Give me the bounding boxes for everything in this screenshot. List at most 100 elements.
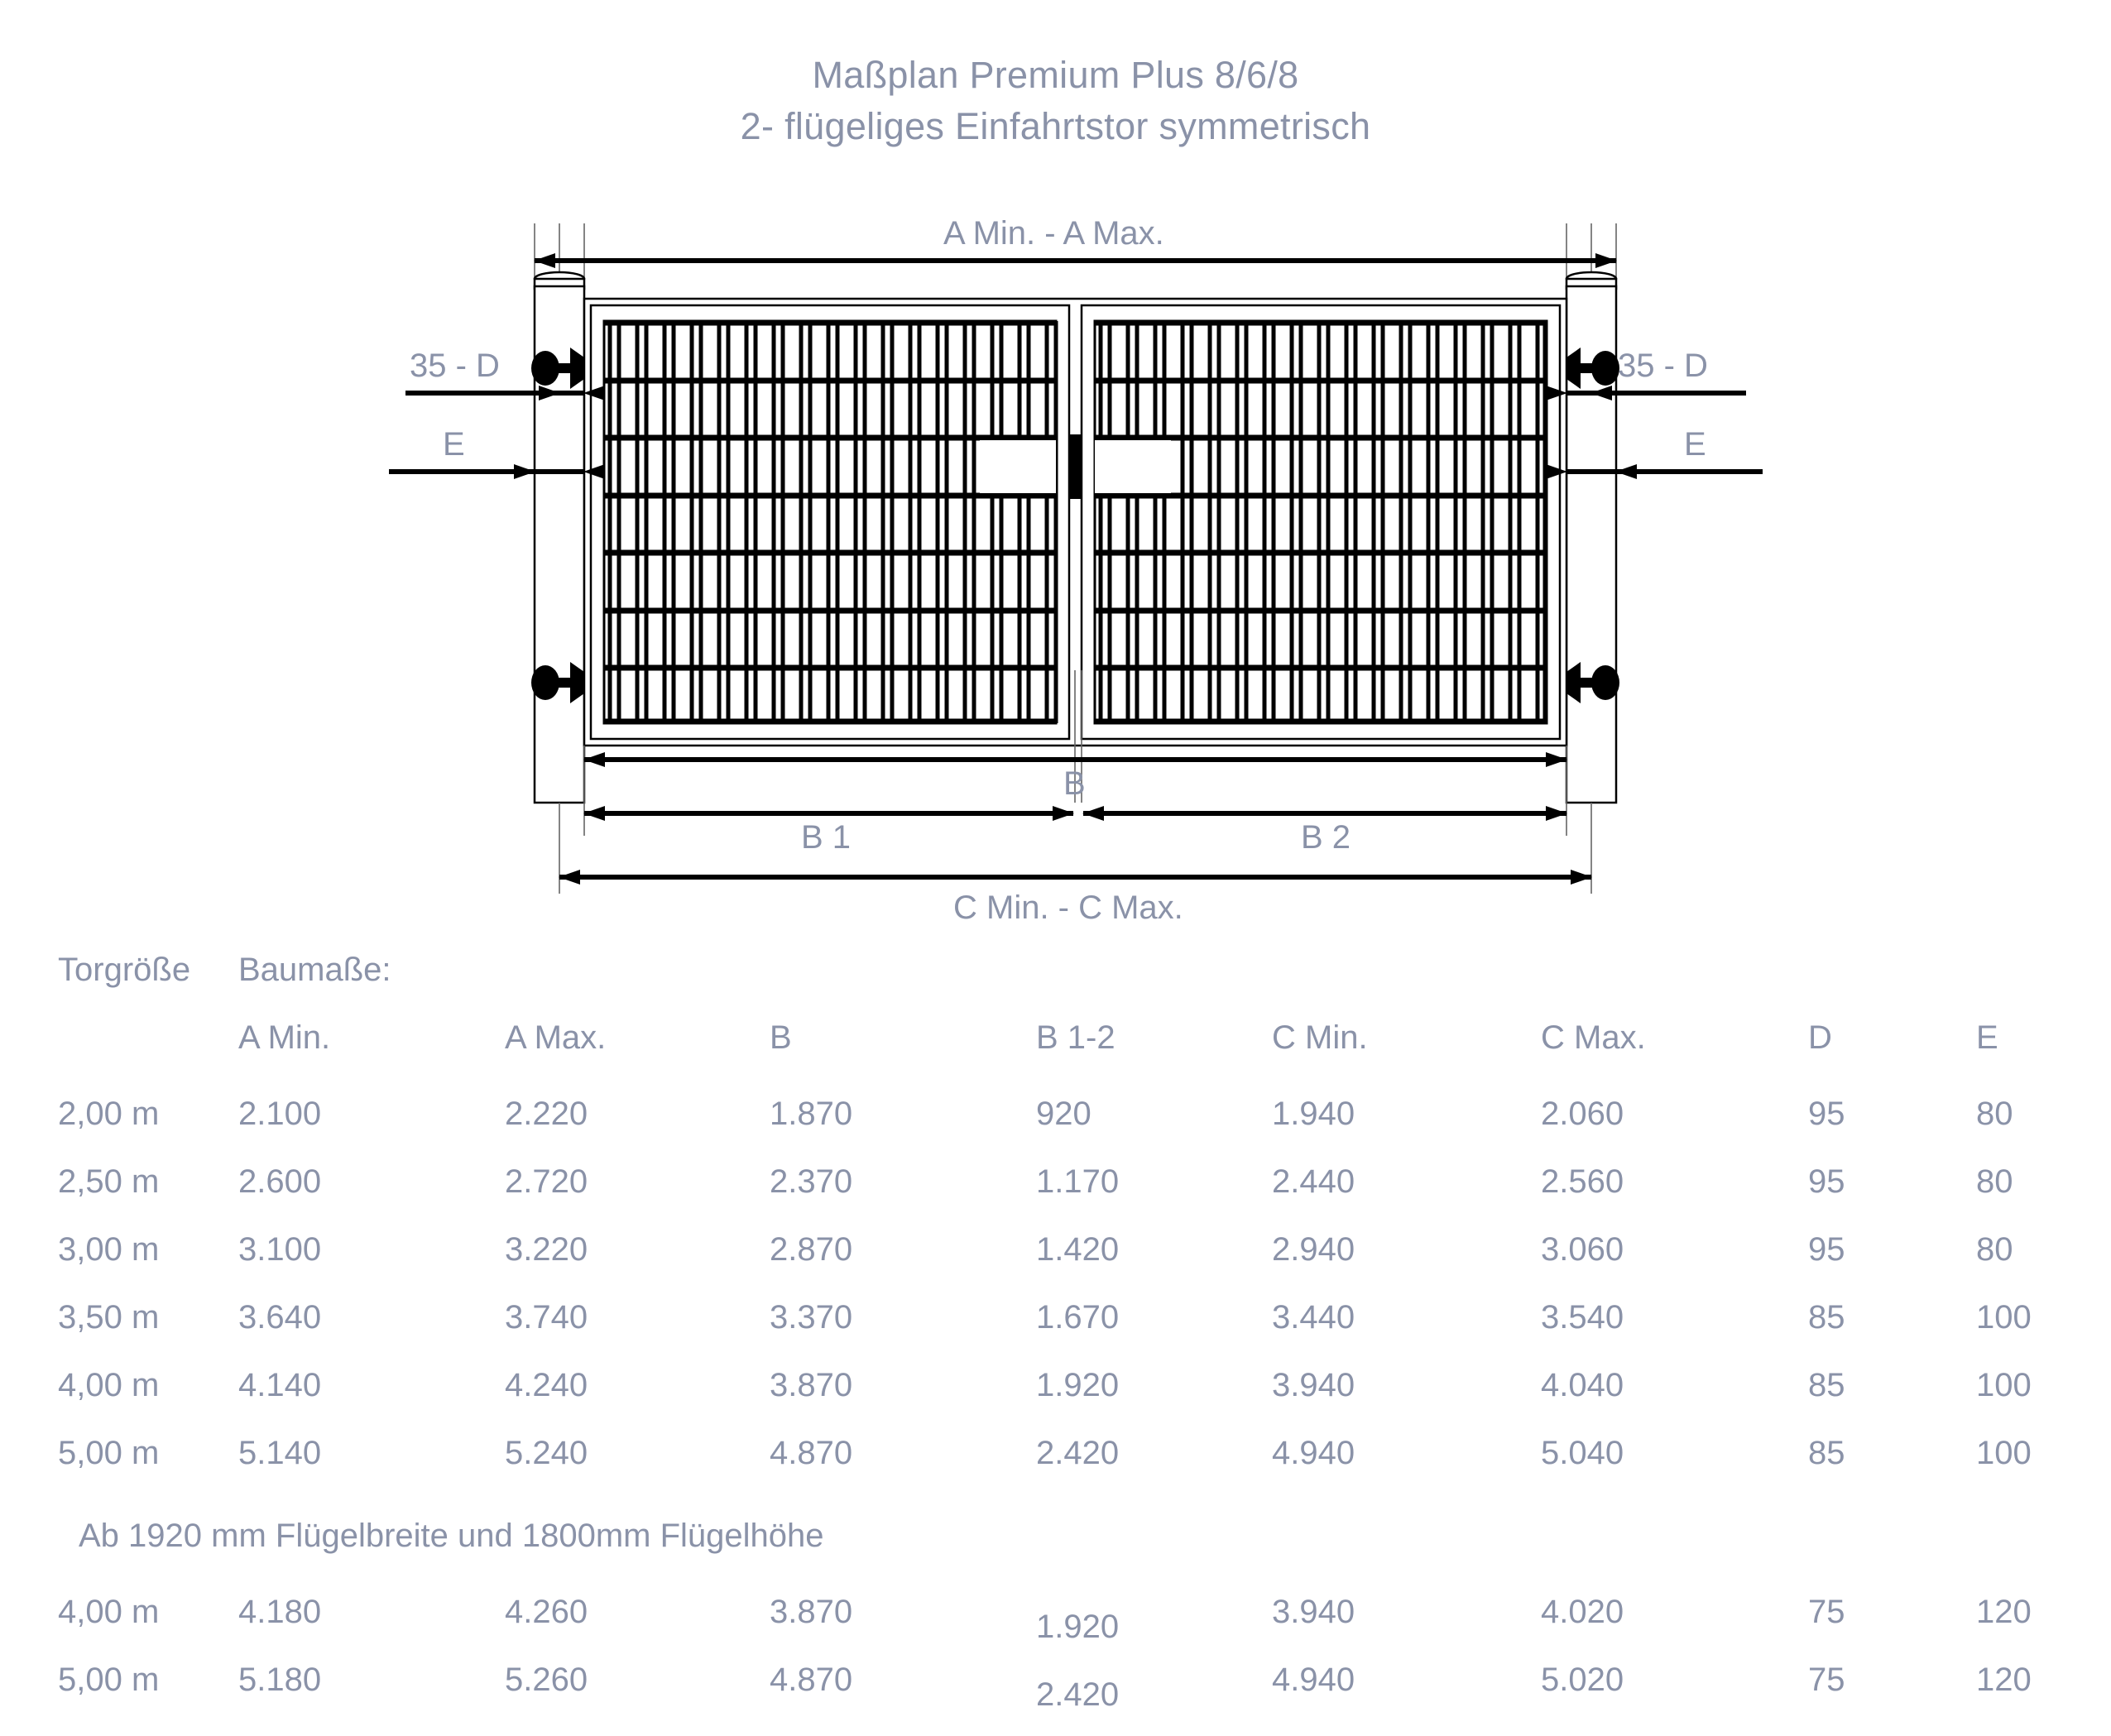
cell-a-max: 4.240: [505, 1367, 588, 1403]
cell-c-max: 2.060: [1541, 1096, 1624, 1132]
cell-c-max: 3.540: [1541, 1299, 1624, 1336]
mesh-right: [1095, 319, 1547, 725]
table-row: 3,50 m 3.640 3.740 3.370 1.670 3.440 3.5…: [0, 1299, 2111, 1367]
cell-d: 95: [1808, 1231, 1845, 1268]
cell-b12: 2.420: [1036, 1676, 1120, 1713]
hinge-top-left: [531, 348, 584, 389]
cell-d: 75: [1808, 1662, 1845, 1698]
column-header-a-max: A Max.: [505, 1019, 607, 1056]
cell-size: 2,00 m: [58, 1096, 160, 1132]
cell-size: 4,00 m: [58, 1367, 160, 1403]
label-b2: B 2: [1301, 819, 1351, 856]
cell-a-max: 2.220: [505, 1096, 588, 1132]
cell-a-max: 4.260: [505, 1594, 588, 1630]
cell-b12: 1.420: [1036, 1231, 1120, 1268]
cell-b: 4.870: [770, 1435, 853, 1471]
title-line-2: 2- flügeliges Einfahrtstor symmetrisch: [740, 105, 1371, 148]
cell-b12: 1.920: [1036, 1609, 1120, 1645]
gate-leaf-right: [1080, 304, 1562, 741]
dimensions-table: Torgröße Baumaße: A Min. A Max. B B 1-2 …: [0, 952, 2111, 1729]
cell-a-max: 2.720: [505, 1163, 588, 1200]
table-note-row: Ab 1920 mm Flügelbreite und 1800mm Flüge…: [0, 1503, 2111, 1594]
table-row: 5,00 m 5.140 5.240 4.870 2.420 4.940 5.0…: [0, 1435, 2111, 1503]
cell-b: 3.370: [770, 1299, 853, 1336]
cell-c-min: 4.940: [1272, 1662, 1355, 1698]
cell-b12: 1.670: [1036, 1299, 1120, 1336]
cell-c-min: 1.940: [1272, 1096, 1355, 1132]
gate-drawing-svg: [389, 223, 1763, 894]
cell-a-max: 3.220: [505, 1231, 588, 1268]
cell-size: 3,00 m: [58, 1231, 160, 1268]
cell-c-max: 3.060: [1541, 1231, 1624, 1268]
hinge-bottom-left: [531, 662, 584, 703]
table-group-header-row: Torgröße Baumaße:: [0, 952, 2111, 1019]
cell-d: 85: [1808, 1299, 1845, 1336]
label-e-right: E: [1684, 426, 1706, 463]
label-e-left: E: [443, 426, 465, 463]
label-35-d-left: 35 - D: [410, 348, 500, 384]
column-header-b12: B 1-2: [1036, 1019, 1115, 1056]
cell-c-max: 2.560: [1541, 1163, 1624, 1200]
table-row: 4,00 m 4.140 4.240 3.870 1.920 3.940 4.0…: [0, 1367, 2111, 1435]
cell-a-max: 5.240: [505, 1435, 588, 1471]
table-row: 2,50 m 2.600 2.720 2.370 1.170 2.440 2.5…: [0, 1163, 2111, 1231]
cell-c-min: 3.440: [1272, 1299, 1355, 1336]
cell-a-max: 3.740: [505, 1299, 588, 1336]
label-b1: B 1: [801, 819, 852, 856]
cell-c-min: 3.940: [1272, 1594, 1355, 1630]
cell-a-min: 4.180: [238, 1594, 322, 1630]
cell-b12: 2.420: [1036, 1435, 1120, 1471]
column-header-c-max: C Max.: [1541, 1019, 1646, 1056]
label-c-dimension: C Min. - C Max.: [953, 890, 1183, 926]
cell-a-min: 5.140: [238, 1435, 322, 1471]
cell-e: 120: [1976, 1594, 2032, 1630]
cell-d: 75: [1808, 1594, 1845, 1630]
cell-c-min: 2.440: [1272, 1163, 1355, 1200]
label-b: B: [1063, 765, 1086, 802]
cell-size: 3,50 m: [58, 1299, 160, 1336]
cell-a-min: 2.100: [238, 1096, 322, 1132]
table-row: 5,00 m 5.180 5.260 4.870 2.420 4.940 5.0…: [0, 1662, 2111, 1729]
hinge-bottom-right: [1566, 662, 1619, 703]
cell-e: 80: [1976, 1163, 2013, 1200]
cell-d: 95: [1808, 1163, 1845, 1200]
cell-c-max: 4.040: [1541, 1367, 1624, 1403]
column-header-a-min: A Min.: [238, 1019, 331, 1056]
cell-b: 1.870: [770, 1096, 853, 1132]
gate-leaf-left: [589, 304, 1071, 741]
cell-size: 4,00 m: [58, 1594, 160, 1630]
hinge-top-right: [1566, 348, 1619, 389]
cell-c-max: 4.020: [1541, 1594, 1624, 1630]
cell-a-min: 2.600: [238, 1163, 322, 1200]
cell-e: 100: [1976, 1299, 2032, 1336]
cell-size: 5,00 m: [58, 1662, 160, 1698]
cell-b: 3.870: [770, 1594, 853, 1630]
cell-b: 3.870: [770, 1367, 853, 1403]
cell-a-min: 3.100: [238, 1231, 322, 1268]
cell-e: 80: [1976, 1231, 2013, 1268]
cell-b: 4.870: [770, 1662, 853, 1698]
table-header-row: A Min. A Max. B B 1-2 C Min. C Max. D E: [0, 1019, 2111, 1096]
cell-d: 85: [1808, 1435, 1845, 1471]
cell-b12: 1.170: [1036, 1163, 1120, 1200]
table-corner-label: Torgröße: [58, 952, 191, 988]
cell-c-max: 5.020: [1541, 1662, 1624, 1698]
table-row: 3,00 m 3.100 3.220 2.870 1.420 2.940 3.0…: [0, 1231, 2111, 1299]
table-group-label: Baumaße:: [238, 952, 391, 988]
cell-a-min: 4.140: [238, 1367, 322, 1403]
cell-b: 2.870: [770, 1231, 853, 1268]
cell-c-min: 3.940: [1272, 1367, 1355, 1403]
cell-e: 100: [1976, 1367, 2032, 1403]
cell-b12: 920: [1036, 1096, 1091, 1132]
cell-e: 100: [1976, 1435, 2032, 1471]
column-header-b: B: [770, 1019, 792, 1056]
cell-c-max: 5.040: [1541, 1435, 1624, 1471]
title-block: Maßplan Premium Plus 8/6/8 2- flügeliges…: [0, 50, 2111, 152]
gate-technical-drawing: A Min. - A Max. 35 - D 35 - D E E B B 1 …: [0, 215, 2111, 952]
table-row: 2,00 m 2.100 2.220 1.870 920 1.940 2.060…: [0, 1096, 2111, 1163]
cell-a-max: 5.260: [505, 1662, 588, 1698]
cell-b12: 1.920: [1036, 1367, 1120, 1403]
title-line-1: Maßplan Premium Plus 8/6/8: [812, 54, 1299, 96]
cell-a-min: 3.640: [238, 1299, 322, 1336]
label-35-d-right: 35 - D: [1618, 348, 1708, 384]
